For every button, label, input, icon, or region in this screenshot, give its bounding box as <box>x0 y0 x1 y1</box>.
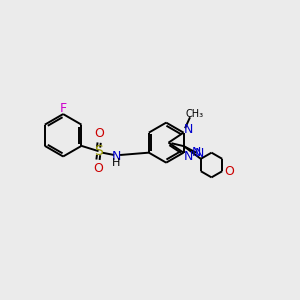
Text: N: N <box>195 147 204 160</box>
Text: N: N <box>184 123 194 136</box>
Text: O: O <box>94 127 104 140</box>
Text: F: F <box>60 102 67 115</box>
Text: O: O <box>224 165 234 178</box>
Text: H: H <box>112 158 120 168</box>
Text: N: N <box>112 150 121 163</box>
Text: N: N <box>184 150 194 163</box>
Text: O: O <box>93 162 103 175</box>
Text: N: N <box>191 146 201 159</box>
Text: S: S <box>94 144 103 158</box>
Text: CH₃: CH₃ <box>185 109 203 119</box>
